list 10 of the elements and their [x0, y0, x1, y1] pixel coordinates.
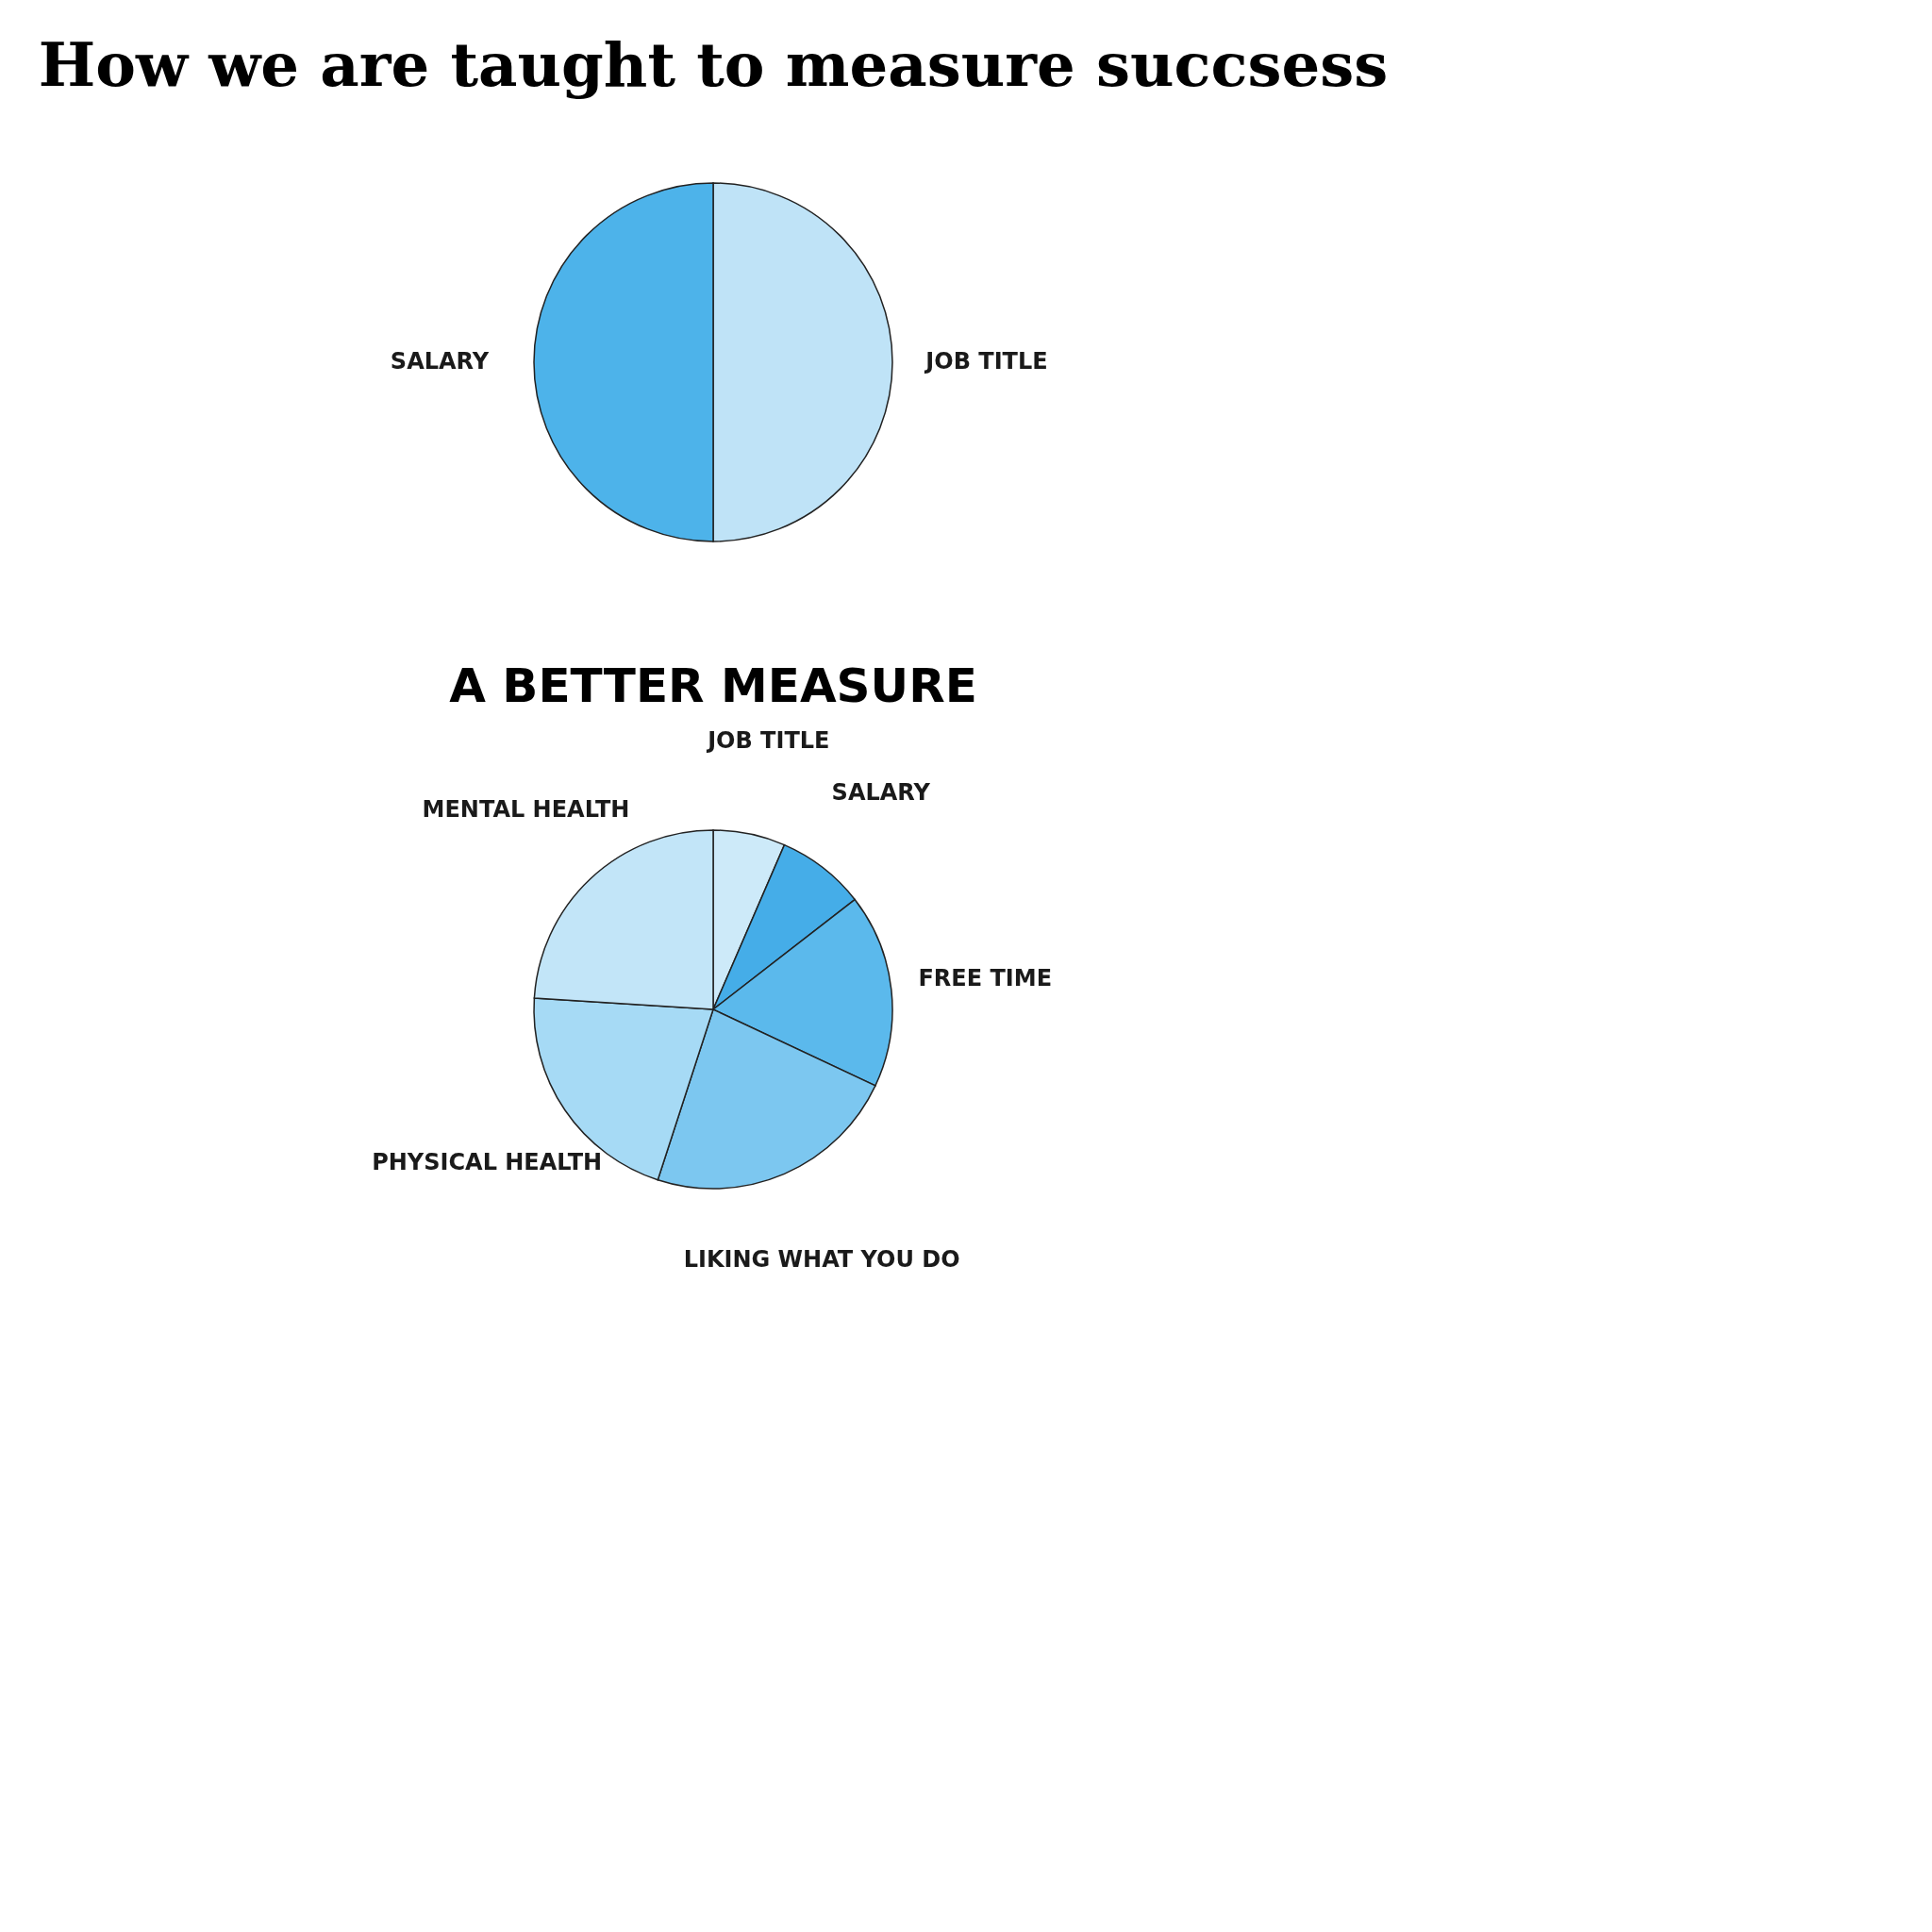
- slice-label: SALARY: [831, 778, 931, 806]
- chart-title: A BETTER MEASURE: [449, 658, 977, 714]
- chart-title: How we are taught to measure succsess: [38, 29, 1389, 100]
- slice-label: MENTAL HEALTH: [422, 795, 630, 823]
- slice-label: SALARY: [390, 348, 490, 375]
- slice-label: LIKING WHAT YOU DO: [683, 1246, 960, 1274]
- slice-label: FREE TIME: [918, 965, 1053, 992]
- slice-label: JOB TITLE: [706, 727, 830, 755]
- slice-label: PHYSICAL HEALTH: [372, 1149, 603, 1175]
- slice-label: JOB TITLE: [924, 348, 1048, 375]
